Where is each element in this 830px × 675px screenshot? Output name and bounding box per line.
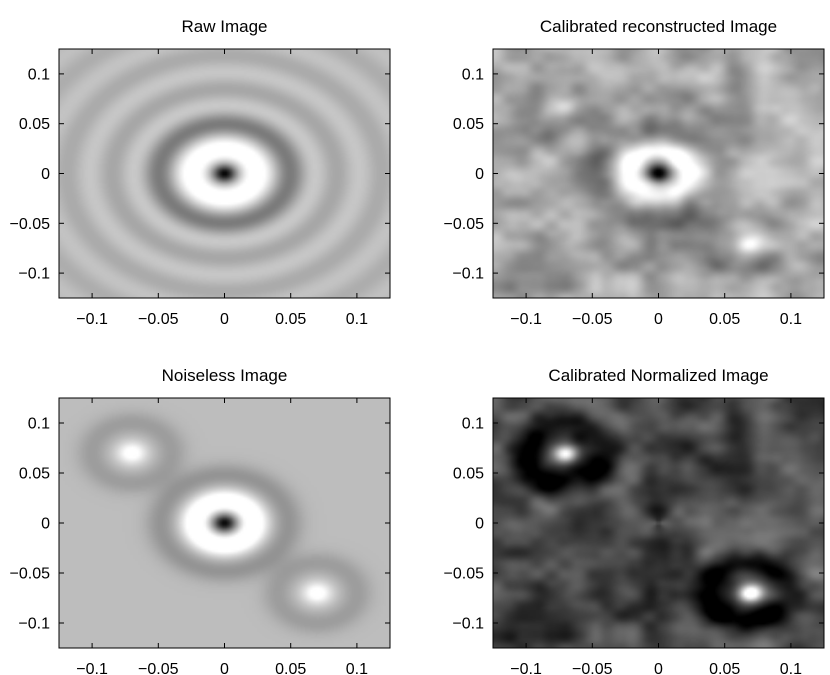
- x-tick-label: 0.05: [709, 661, 740, 675]
- x-tick-label: 0.1: [780, 311, 802, 328]
- subplot-1: Raw Image −0.1 −0.05 0 0.05 0.1 0.1 0.05 0 −0.05 −…: [10, 17, 391, 328]
- x-tick-label: 0: [220, 661, 229, 675]
- y-tick-label: −0.05: [10, 566, 51, 583]
- x-tick-label: 0: [654, 661, 663, 675]
- x-tick-label: 0.1: [346, 311, 368, 328]
- x-tick-label: −0.1: [76, 311, 108, 328]
- x-tick-label: 0: [654, 311, 663, 328]
- subplot-title: Calibrated Normalized Image: [548, 366, 768, 385]
- subplot-title: Calibrated reconstructed Image: [540, 17, 777, 36]
- x-tick-label: 0.1: [780, 661, 802, 675]
- x-tick-label: −0.05: [572, 661, 613, 675]
- x-tick-label: 0.05: [709, 311, 740, 328]
- subplot-title: Raw Image: [182, 17, 268, 36]
- heatmap-image: [493, 49, 824, 298]
- y-tick-label: 0.05: [453, 116, 484, 133]
- subplot-4: Calibrated Normalized Image −0.1 −0.05 0 0.0…: [444, 366, 825, 675]
- x-tick-label: 0: [220, 311, 229, 328]
- x-tick-label: −0.1: [510, 311, 542, 328]
- x-tick-label: −0.05: [138, 311, 179, 328]
- x-tick-label: −0.1: [76, 661, 108, 675]
- subplot-3: Noiseless Image −0.1 −0.05 0 0.05 0.1 0.1 0.05 0…: [10, 366, 391, 675]
- y-tick-label: −0.05: [10, 216, 51, 233]
- y-tick-label: −0.05: [444, 216, 485, 233]
- y-tick-label: 0.1: [462, 416, 484, 433]
- x-tick-label: 0.05: [275, 311, 306, 328]
- y-tick-label: 0.1: [28, 416, 50, 433]
- subplot-2: Calibrated reconstructed Image −0.1 −0.05 0…: [444, 17, 825, 328]
- y-tick-label: 0.1: [462, 66, 484, 83]
- y-tick-label: 0: [475, 166, 484, 183]
- y-tick-label: −0.1: [18, 616, 50, 633]
- y-tick-label: 0: [475, 516, 484, 533]
- heatmap-image: [493, 398, 824, 648]
- x-tick-label: 0.1: [346, 661, 368, 675]
- y-tick-label: 0: [41, 166, 50, 183]
- x-tick-label: −0.1: [510, 661, 542, 675]
- y-tick-label: 0.05: [19, 116, 50, 133]
- y-tick-label: −0.1: [452, 616, 484, 633]
- y-tick-label: −0.1: [452, 266, 484, 283]
- y-tick-label: −0.05: [444, 566, 485, 583]
- y-tick-label: 0.05: [19, 466, 50, 483]
- x-tick-label: −0.05: [572, 311, 613, 328]
- heatmap-image: [59, 398, 390, 648]
- y-tick-label: 0.1: [28, 66, 50, 83]
- subplot-title: Noiseless Image: [162, 366, 288, 385]
- x-tick-label: −0.05: [138, 661, 179, 675]
- x-tick-label: 0.05: [275, 661, 306, 675]
- heatmap-image: [59, 49, 390, 298]
- y-tick-label: 0.05: [453, 466, 484, 483]
- y-tick-label: 0: [41, 516, 50, 533]
- y-tick-label: −0.1: [18, 266, 50, 283]
